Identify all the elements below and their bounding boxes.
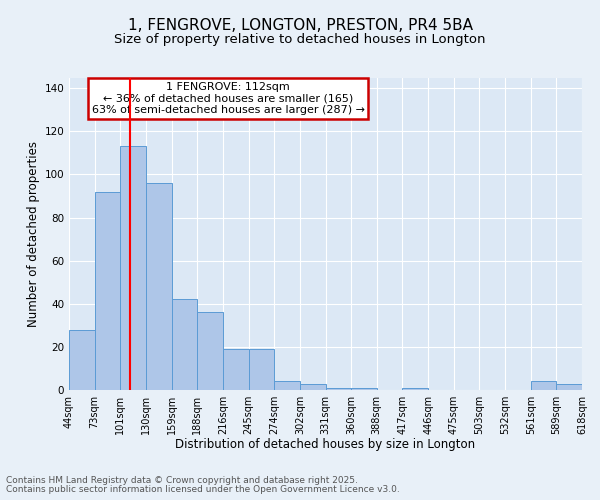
Text: Size of property relative to detached houses in Longton: Size of property relative to detached ho… xyxy=(114,32,486,46)
Y-axis label: Number of detached properties: Number of detached properties xyxy=(27,141,40,327)
Bar xyxy=(248,349,274,390)
Bar xyxy=(121,146,146,390)
Bar xyxy=(274,382,300,390)
Text: Contains public sector information licensed under the Open Government Licence v3: Contains public sector information licen… xyxy=(6,485,400,494)
Bar xyxy=(556,384,582,390)
Bar xyxy=(325,388,351,390)
Text: Contains HM Land Registry data © Crown copyright and database right 2025.: Contains HM Land Registry data © Crown c… xyxy=(6,476,358,485)
Bar xyxy=(197,312,223,390)
Bar xyxy=(95,192,121,390)
Bar xyxy=(146,183,172,390)
Bar xyxy=(172,300,197,390)
Bar xyxy=(351,388,377,390)
Bar xyxy=(300,384,325,390)
Bar xyxy=(403,388,428,390)
Text: 1 FENGROVE: 112sqm
← 36% of detached houses are smaller (165)
63% of semi-detach: 1 FENGROVE: 112sqm ← 36% of detached hou… xyxy=(92,82,365,116)
Bar xyxy=(223,349,248,390)
X-axis label: Distribution of detached houses by size in Longton: Distribution of detached houses by size … xyxy=(175,438,476,452)
Bar xyxy=(531,382,556,390)
Text: 1, FENGROVE, LONGTON, PRESTON, PR4 5BA: 1, FENGROVE, LONGTON, PRESTON, PR4 5BA xyxy=(128,18,473,32)
Bar xyxy=(69,330,95,390)
